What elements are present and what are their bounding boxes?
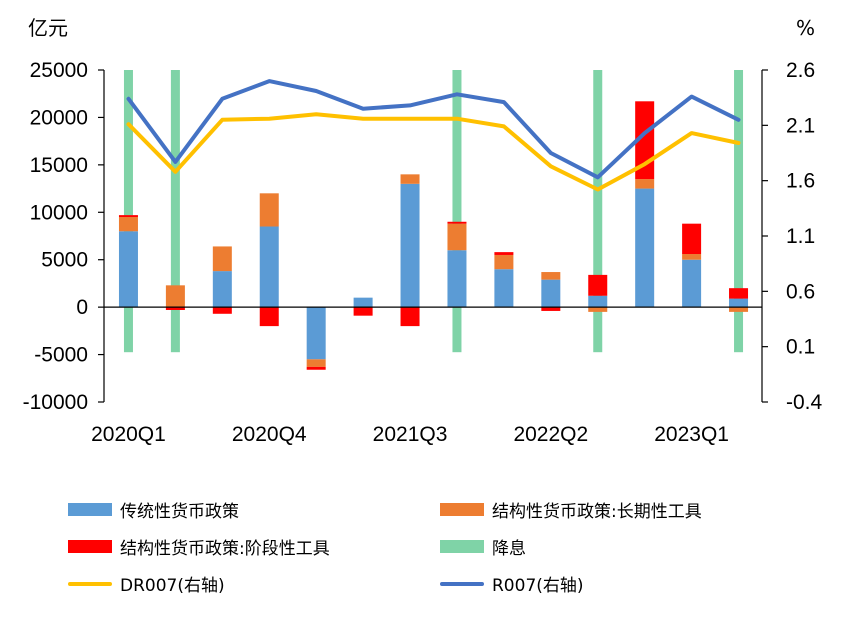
bar-0-2022Q2 (541, 279, 561, 308)
left-axis-unit: 亿元 (28, 16, 68, 40)
bar-series (118, 101, 749, 370)
bar-1-2023Q1 (682, 254, 702, 260)
rate-cut-marker-2023Q2 (734, 70, 744, 353)
line-r007 (126, 79, 741, 180)
bar-2-2020Q4 (259, 307, 279, 327)
bar-0-2021Q4 (447, 250, 467, 308)
bar-1-2022Q1 (494, 254, 514, 270)
right-tick-label: 2.6 (786, 59, 815, 82)
bar-1-2022Q2 (541, 272, 561, 280)
left-tick-label: 25000 (30, 59, 88, 82)
x-tick-label: 2020Q1 (91, 423, 166, 446)
bar-2-2022Q2 (541, 307, 561, 311)
bar-1-2021Q3 (400, 174, 420, 184)
right-tick-label: -0.4 (786, 391, 823, 414)
left-tick-label: -5000 (34, 344, 88, 367)
bar-1-2022Q4 (635, 179, 655, 189)
x-tick-label: 2021Q3 (373, 423, 448, 446)
bar-2-2021Q2 (353, 307, 373, 316)
bar-2-2022Q3 (588, 274, 608, 296)
bar-1-2021Q4 (447, 223, 467, 251)
line-dr007 (126, 112, 741, 192)
line-series (126, 79, 741, 192)
x-tick-label: 2022Q2 (513, 423, 588, 446)
tick-labels: 25000 20000 15000 10000 5000 0 -5000 -10000 2.6 2… (23, 59, 823, 446)
right-axis-unit: % (796, 16, 815, 40)
right-tick-label: 2.1 (786, 114, 815, 137)
bar-0-2021Q3 (400, 183, 420, 308)
bar-0-2022Q3 (588, 295, 608, 308)
rate-cut-marker-2020Q1 (123, 70, 133, 353)
x-tick-label: 2023Q1 (654, 423, 729, 446)
left-tick-label: 20000 (30, 106, 88, 129)
left-tick-label: 5000 (41, 249, 88, 272)
bar-0-2023Q1 (682, 259, 702, 308)
bar-1-2022Q3 (588, 307, 608, 312)
bar-2-2021Q1 (306, 366, 326, 370)
right-tick-label: 1.6 (786, 170, 815, 193)
right-tick-label: 0.6 (786, 280, 815, 303)
right-tick-label: 1.1 (786, 225, 815, 248)
bar-2-2020Q2 (165, 307, 185, 310)
left-tick-label: -10000 (23, 391, 88, 414)
axes (98, 69, 768, 403)
bar-0-2023Q2 (729, 298, 749, 308)
bar-0-2020Q3 (212, 271, 232, 308)
bar-0-2022Q4 (635, 188, 655, 308)
left-tick-label: 15000 (30, 154, 88, 177)
left-tick-label: 0 (76, 296, 88, 319)
bar-2-2023Q1 (682, 223, 702, 255)
rate-cut-markers (123, 70, 744, 353)
right-tick-label: 0.1 (786, 336, 815, 359)
bar-2-2021Q3 (400, 307, 420, 327)
rate-cut-marker-2022Q3 (593, 70, 603, 353)
bar-2-2020Q3 (212, 307, 232, 314)
bar-0-2021Q1 (306, 307, 326, 360)
rate-cut-marker-2021Q4 (452, 70, 462, 353)
bar-1-2020Q1 (118, 217, 138, 232)
bar-0-2021Q2 (353, 297, 373, 308)
bar-0-2020Q4 (259, 226, 279, 308)
bar-1-2020Q4 (259, 193, 279, 227)
bar-2-2020Q1 (118, 215, 138, 218)
bar-0-2020Q1 (118, 231, 138, 308)
rate-cut-marker-2020Q2 (170, 70, 180, 353)
bar-2-2022Q1 (494, 252, 514, 255)
x-tick-label: 2020Q4 (232, 423, 307, 446)
bar-1-2021Q1 (306, 359, 326, 367)
bar-0-2022Q1 (494, 269, 514, 308)
bar-1-2023Q2 (729, 307, 749, 312)
bar-1-2020Q2 (165, 285, 185, 308)
left-tick-label: 10000 (30, 201, 88, 224)
bar-2-2021Q4 (447, 221, 467, 224)
bar-2-2023Q2 (729, 288, 749, 299)
bar-1-2020Q3 (212, 246, 232, 272)
